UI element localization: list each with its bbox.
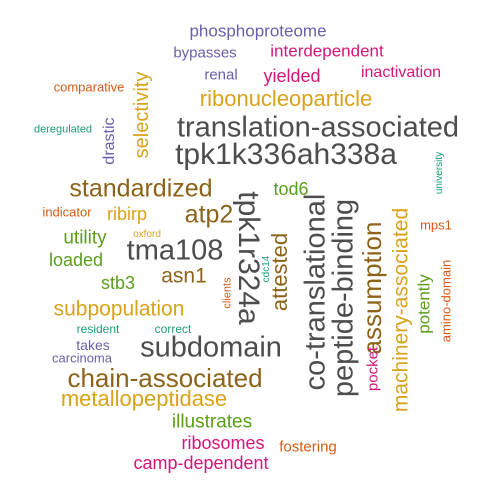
word-comparative: comparative bbox=[53, 79, 125, 95]
word-ribirp: ribirp bbox=[106, 204, 148, 224]
word-interdependent: interdependent bbox=[270, 41, 384, 61]
word-tpk1k336ah338a: tpk1k336ah338a bbox=[175, 138, 397, 171]
word-standardized: standardized bbox=[69, 174, 213, 203]
word-illustrates: illustrates bbox=[171, 411, 253, 433]
word-subpopulation: subpopulation bbox=[53, 297, 185, 321]
word-inactivation: inactivation bbox=[360, 64, 442, 81]
word-chain-associated: chain-associated bbox=[67, 363, 263, 393]
word-ribonucleoparticle: ribonucleoparticle bbox=[199, 86, 373, 111]
word-subdomain: subdomain bbox=[140, 331, 282, 364]
word-translation-associated: translation-associated bbox=[176, 111, 460, 144]
word-renal: renal bbox=[204, 66, 238, 84]
word-utility: utility bbox=[63, 227, 107, 249]
word-amino-domain: amino-domain bbox=[438, 259, 454, 343]
word-tod6: tod6 bbox=[273, 179, 309, 199]
word-deregulated: deregulated bbox=[33, 123, 93, 136]
word-selectivity: selectivity bbox=[131, 71, 153, 159]
word-carcinoma: carcinoma bbox=[52, 350, 112, 366]
word-stb3: stb3 bbox=[100, 273, 136, 293]
word-resident: resident bbox=[76, 322, 120, 336]
word-fostering: fostering bbox=[279, 438, 337, 456]
word-assumption: assumption bbox=[357, 221, 387, 355]
word-phosphoproteome: phosphoproteome bbox=[189, 21, 327, 41]
word-co-translational: co-translational bbox=[299, 193, 332, 391]
word-atp2: atp2 bbox=[184, 200, 234, 229]
word-tma108: tma108 bbox=[126, 234, 224, 267]
word-camp-dependent: camp-dependent bbox=[133, 453, 269, 473]
word-machinery-associated: machinery-associated bbox=[389, 207, 413, 413]
word-asn1: asn1 bbox=[161, 264, 207, 288]
word-correct: correct bbox=[154, 322, 192, 336]
word-drastic: drastic bbox=[101, 117, 118, 165]
word-mps1: mps1 bbox=[420, 217, 452, 233]
word-yielded: yielded bbox=[263, 66, 321, 86]
word-metallopeptidase: metallopeptidase bbox=[60, 386, 228, 411]
word-attested: attested bbox=[267, 232, 292, 312]
word-peptide-binding: peptide-binding bbox=[327, 198, 360, 398]
word-cdc14: cdc14 bbox=[261, 255, 272, 283]
word-pocket: pocket bbox=[364, 346, 382, 392]
word-oxford: oxford bbox=[133, 229, 161, 240]
word-bypasses: bypasses bbox=[173, 44, 237, 62]
word-clients: clients bbox=[221, 277, 234, 309]
word-tpk1r324a: tpk1r324a bbox=[232, 191, 265, 325]
word-university: university bbox=[434, 151, 445, 195]
word-ribosomes: ribosomes bbox=[181, 433, 265, 453]
word-takes: takes bbox=[76, 337, 110, 353]
word-loaded: loaded bbox=[48, 250, 104, 270]
word-indicator: indicator bbox=[42, 204, 92, 220]
word-potently: potently bbox=[414, 274, 434, 334]
